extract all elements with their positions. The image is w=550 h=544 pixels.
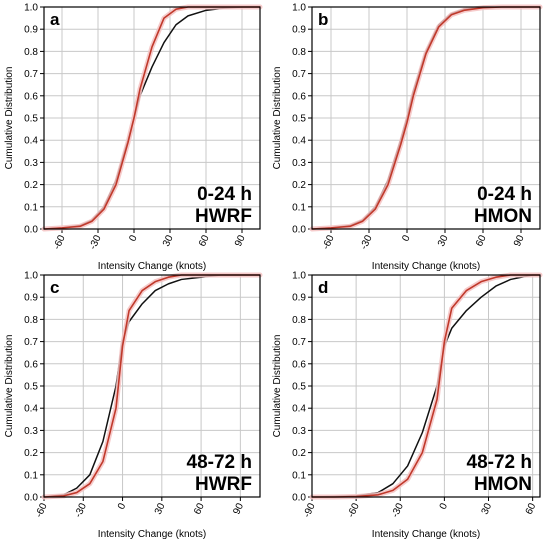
x-axis-label: Intensity Change (knots) — [372, 529, 480, 540]
y-tick-label: 0.2 — [292, 448, 306, 459]
panel-letter: c — [50, 278, 59, 297]
y-tick-label: 1.0 — [24, 3, 38, 14]
y-tick-label: 0.4 — [292, 404, 306, 415]
y-tick-label: 1.0 — [292, 3, 306, 14]
y-tick-label: 0.9 — [24, 293, 38, 304]
panel-c: 0.0 0.1 0.2 0.3 0.4 0.5 0.6 0.7 0.8 0.9 1.0 -60 -30 0… — [4, 271, 263, 540]
y-axis-label: Cumulative Distribution — [272, 335, 283, 438]
panel-d: 0.0 0.1 0.2 0.3 0.4 0.5 0.6 0.7 0.8 0.9 1.0 -90 -60 -… — [272, 271, 543, 540]
y-tick-label: 0.9 — [292, 293, 306, 304]
y-tick-label: 0.3 — [24, 158, 38, 169]
x-tick-label: 90 — [231, 501, 246, 516]
y-tick-label: 0.2 — [24, 448, 38, 459]
y-tick-label: 0.5 — [24, 114, 38, 125]
panel-letter: b — [318, 10, 328, 29]
x-tick-label: -90 — [302, 501, 318, 519]
y-tick-label: 0.3 — [292, 426, 306, 437]
y-tick-label: 0.2 — [24, 180, 38, 191]
y-tick-label: 0.3 — [292, 158, 306, 169]
y-tick-label: 0.0 — [292, 493, 306, 504]
y-tick-label: 0.3 — [24, 426, 38, 437]
x-axis-label: Intensity Change (knots) — [98, 529, 206, 540]
x-tick-label: -30 — [390, 501, 406, 519]
y-tick-label: 0.6 — [24, 91, 38, 102]
y-tick-label: 0.7 — [24, 69, 38, 80]
x-tick-label: -30 — [88, 233, 104, 251]
model-annotation: HMON — [474, 474, 532, 495]
y-tick-label: 0.1 — [292, 202, 306, 213]
y-tick-label: 0.4 — [24, 136, 38, 147]
y-tick-label: 0.8 — [292, 47, 306, 58]
x-tick-label: -30 — [73, 501, 89, 519]
x-tick-label: 30 — [153, 501, 168, 516]
y-tick-label: 0.6 — [24, 359, 38, 370]
y-tick-label: 0.0 — [292, 225, 306, 236]
series-model-line — [312, 274, 540, 498]
y-tick-label: 0.7 — [24, 337, 38, 348]
x-tick-label: -60 — [34, 501, 50, 519]
y-tick-label: 0.4 — [292, 136, 306, 147]
y-tick-label: 0.8 — [292, 315, 306, 326]
y-axis-label: Cumulative Distribution — [4, 335, 15, 438]
x-tick-label: 60 — [524, 501, 539, 516]
y-tick-label: 0.8 — [24, 315, 38, 326]
period-annotation: 0-24 h — [477, 184, 532, 205]
y-tick-label: 0.6 — [292, 359, 306, 370]
panel-b: 0.0 0.1 0.2 0.3 0.4 0.5 0.6 0.7 0.8 0.9 1.0 -60 -30 0… — [272, 3, 543, 272]
period-annotation: 48-72 h — [467, 452, 532, 473]
y-tick-label: 0.0 — [24, 493, 38, 504]
model-annotation: HWRF — [195, 206, 252, 227]
panel-letter: a — [50, 10, 60, 29]
x-tick-label: -60 — [321, 233, 337, 251]
x-tick-label: -30 — [359, 233, 375, 251]
y-tick-label: 0.9 — [292, 25, 306, 36]
x-tick-label: 30 — [480, 501, 495, 516]
x-tick-label: 90 — [233, 233, 248, 248]
plot-frame — [43, 6, 261, 230]
panel-letter: d — [318, 278, 328, 297]
y-axis-label: Cumulative Distribution — [4, 67, 15, 170]
x-tick-label: 60 — [474, 233, 489, 248]
period-annotation: 48-72 h — [187, 452, 252, 473]
y-tick-label: 0.1 — [24, 202, 38, 213]
y-tick-label: 0.1 — [292, 470, 306, 481]
model-annotation: HMON — [474, 206, 532, 227]
y-tick-label: 0.8 — [24, 47, 38, 58]
x-tick-label: 90 — [512, 233, 527, 248]
x-tick-label: 30 — [161, 233, 176, 248]
x-tick-label: 0 — [400, 233, 413, 243]
x-tick-label: -60 — [346, 501, 362, 519]
y-tick-label: 0.4 — [24, 404, 38, 415]
x-tick-label: 0 — [438, 501, 451, 511]
y-tick-label: 0.7 — [292, 337, 306, 348]
y-axis-label: Cumulative Distribution — [272, 67, 283, 170]
y-tick-label: 0.9 — [24, 25, 38, 36]
x-tick-label: 0 — [116, 501, 129, 511]
y-tick-label: 0.7 — [292, 69, 306, 80]
y-tick-label: 0.5 — [292, 114, 306, 125]
x-axis-label: Intensity Change (knots) — [98, 261, 206, 272]
x-axis-label: Intensity Change (knots) — [372, 261, 480, 272]
plot-frame — [43, 274, 261, 498]
y-tick-label: 1.0 — [24, 271, 38, 282]
panel-a: 0.0 0.1 0.2 0.3 0.4 0.5 0.6 0.7 0.8 0.9 1.0 -60 -30 0… — [4, 3, 263, 272]
x-tick-label: 60 — [192, 501, 207, 516]
y-tick-label: 0.0 — [24, 225, 38, 236]
plot-frame — [311, 6, 541, 230]
y-tick-label: 0.5 — [292, 382, 306, 393]
y-tick-label: 0.2 — [292, 180, 306, 191]
model-annotation: HWRF — [195, 474, 252, 495]
x-tick-label: 60 — [197, 233, 212, 248]
y-tick-label: 0.1 — [24, 470, 38, 481]
plot-frame — [311, 274, 541, 498]
y-tick-label: 1.0 — [292, 271, 306, 282]
x-tick-label: -60 — [52, 233, 68, 251]
x-tick-label: 30 — [436, 233, 451, 248]
x-tick-label: 0 — [127, 233, 140, 243]
period-annotation: 0-24 h — [197, 184, 252, 205]
y-tick-label: 0.5 — [24, 382, 38, 393]
y-tick-label: 0.6 — [292, 91, 306, 102]
